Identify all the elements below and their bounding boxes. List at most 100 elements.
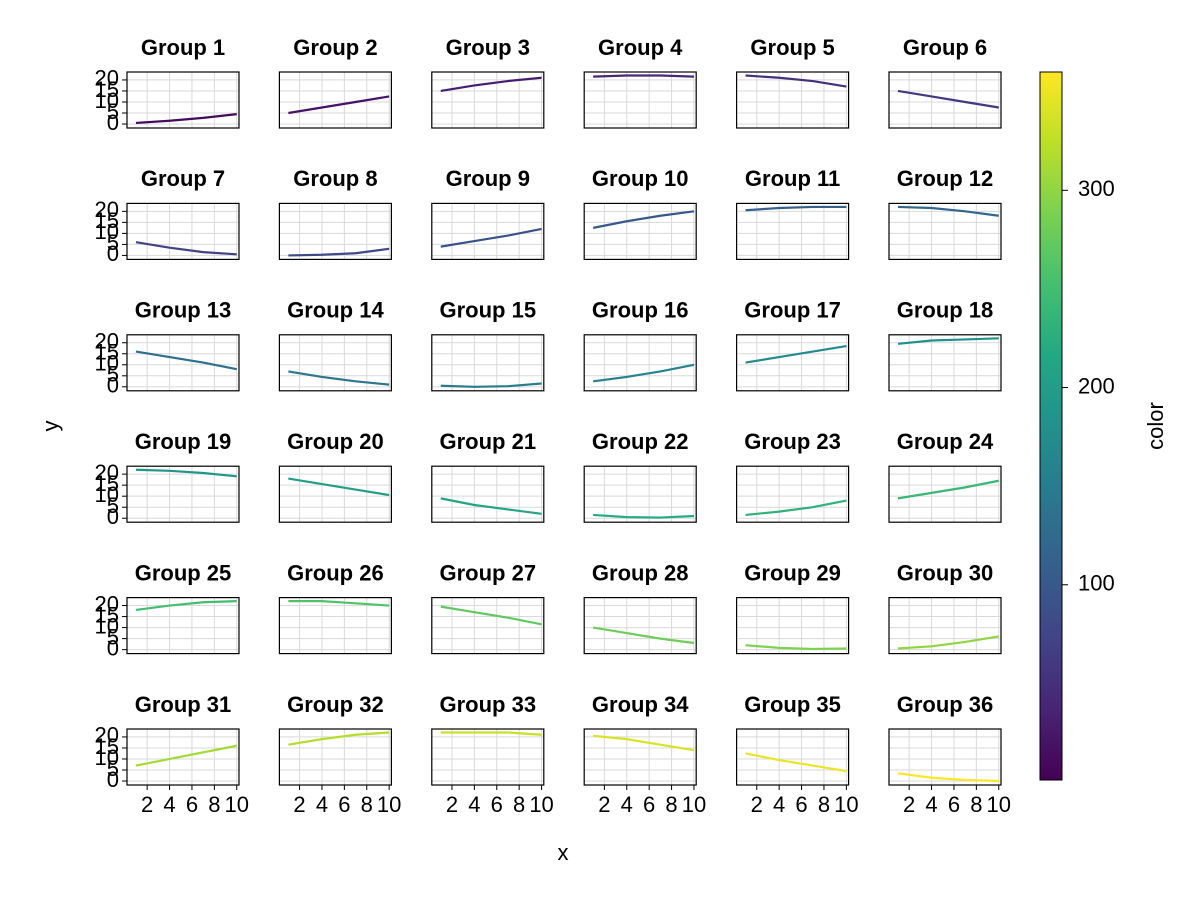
- series-line: [592, 210, 695, 229]
- y-tick-label: 5: [107, 230, 119, 255]
- panel-title: Group 18: [897, 298, 994, 323]
- y-tick-label: 10: [95, 482, 119, 507]
- colorbar: [1039, 71, 1063, 781]
- x-tick-label: 6: [338, 792, 350, 817]
- panel: Group 36 2 4 6 8 10: [888, 692, 1011, 817]
- panel-title: Group 17: [744, 298, 841, 323]
- x-tick-label: 4: [163, 792, 175, 817]
- panel-frame: [126, 728, 240, 786]
- panel-title: Group 5: [750, 35, 834, 60]
- x-tick-label: 4: [468, 792, 480, 817]
- panel-frame: [126, 596, 240, 655]
- x-tick-label: 2: [446, 792, 458, 817]
- series-line: [897, 772, 999, 783]
- panel: Group 2: [278, 35, 392, 129]
- colorbar-tick-label: 200: [1078, 373, 1115, 398]
- panel: Group 35 2 4 6 8 10: [735, 692, 859, 817]
- panel-frame: [126, 202, 240, 260]
- panel-title: Group 22: [592, 429, 689, 454]
- panel: Group 9: [431, 166, 545, 260]
- y-tick-label: 0: [107, 504, 119, 529]
- panel-title: Group 27: [440, 560, 537, 585]
- x-tick-label: 10: [682, 792, 706, 817]
- series-line: [440, 76, 542, 93]
- panel-frame: [888, 596, 1002, 655]
- y-tick-label: 5: [107, 362, 119, 387]
- panel: Group 34 2 4 6 8 10: [583, 692, 706, 817]
- series-line: [440, 605, 542, 626]
- panel-title: Group 8: [293, 166, 377, 191]
- series-line: [440, 227, 542, 248]
- panel-frame: [278, 71, 392, 129]
- y-tick-label: 15: [95, 471, 119, 496]
- y-tick-label: 20: [95, 723, 119, 748]
- series-line: [288, 477, 390, 497]
- y-tick-label: 0: [107, 767, 119, 792]
- y-tick-label: 10: [95, 219, 119, 244]
- series-line: [135, 350, 237, 371]
- series-line: [135, 241, 237, 256]
- panel: Group 33 2 4 6 8 10: [431, 692, 554, 817]
- series-line: [897, 205, 999, 217]
- x-tick-label: 8: [208, 792, 220, 817]
- panel: Group 16: [583, 298, 697, 392]
- panel-title: Group 16: [592, 298, 689, 323]
- series-line: [897, 337, 999, 345]
- panel-frame: [735, 334, 850, 392]
- panel-frame: [735, 465, 850, 523]
- series-line: [288, 370, 390, 386]
- panel-frame: [126, 71, 240, 129]
- y-tick-label: 0: [107, 110, 119, 135]
- panel-title: Group 13: [135, 298, 232, 323]
- panel-title: Group 24: [897, 429, 994, 454]
- series-line: [745, 644, 847, 651]
- panel: Group 17: [735, 298, 850, 392]
- panel-title: Group 2: [293, 35, 377, 60]
- y-tick-label: 15: [95, 208, 119, 233]
- panel: Group 14: [278, 298, 392, 392]
- panel-frame: [888, 334, 1002, 392]
- panel-title: Group 19: [135, 429, 232, 454]
- panel: Group 5: [735, 35, 850, 129]
- panel: Group 24: [888, 429, 1002, 523]
- panel-title: Group 29: [744, 560, 841, 585]
- panel-frame: [735, 728, 850, 786]
- panel-title: Group 25: [135, 560, 232, 585]
- x-tick-label: 10: [987, 792, 1011, 817]
- y-tick-label: 0: [107, 373, 119, 398]
- series-line: [593, 74, 694, 78]
- x-axis-label: x: [558, 840, 569, 865]
- y-tick-label: 20: [95, 329, 119, 354]
- series-line: [288, 95, 390, 115]
- y-tick-label: 5: [107, 756, 119, 781]
- y-tick-label: 0: [107, 241, 119, 266]
- panel-title: Group 4: [598, 35, 683, 60]
- series-line: [897, 635, 999, 650]
- series-line: [135, 600, 237, 612]
- panel-title: Group 1: [141, 35, 225, 60]
- y-tick-label: 5: [107, 493, 119, 518]
- x-tick-label: 4: [316, 792, 328, 817]
- panel-title: Group 33: [440, 692, 537, 717]
- panel: Group 20: [278, 429, 392, 523]
- x-tick-label: 8: [513, 792, 525, 817]
- panel-title: Group 20: [287, 429, 384, 454]
- y-tick-label: 20: [95, 460, 119, 485]
- series-line: [440, 497, 542, 515]
- series-line: [135, 468, 237, 478]
- x-tick-label: 2: [751, 792, 763, 817]
- panel-frame: [431, 596, 545, 655]
- y-tick-label: 15: [95, 602, 119, 627]
- y-tick-label: 20: [95, 591, 119, 616]
- series-line: [135, 113, 237, 125]
- panel-frame: [735, 71, 850, 129]
- x-tick-label: 10: [834, 792, 858, 817]
- x-tick-label: 2: [293, 792, 305, 817]
- y-tick-label: 5: [107, 99, 119, 124]
- panel-frame: [583, 465, 697, 523]
- series-line: [288, 600, 390, 607]
